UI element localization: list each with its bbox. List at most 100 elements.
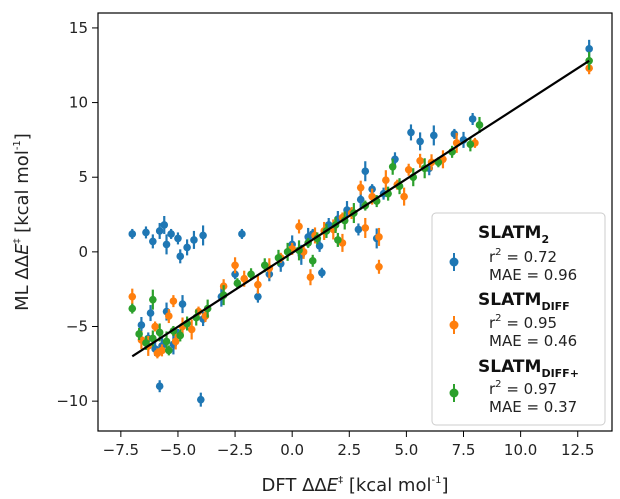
legend-box bbox=[431, 212, 606, 426]
legend-title-slatm-diff-plus: SLATMDIFF+ bbox=[478, 357, 579, 380]
data-point bbox=[466, 140, 475, 149]
legend-mae-slatm2: MAE = 0.96 bbox=[489, 266, 577, 284]
data-point bbox=[585, 45, 593, 53]
data-point bbox=[149, 334, 157, 343]
data-point bbox=[162, 240, 171, 249]
data-point bbox=[334, 236, 342, 244]
data-point bbox=[416, 137, 424, 146]
data-point bbox=[254, 292, 262, 301]
legend-entry-slatm-diff-plus: SLATMDIFF+ r2 = 0.97 MAE = 0.37 bbox=[449, 357, 579, 416]
data-point bbox=[128, 230, 137, 238]
data-point bbox=[240, 274, 249, 283]
data-point bbox=[183, 243, 191, 252]
data-point bbox=[356, 183, 365, 192]
data-point bbox=[231, 270, 239, 279]
data-point bbox=[187, 325, 196, 334]
x-axis-title: DFT ΔΔE‡ [kcal mol-1] bbox=[261, 475, 448, 496]
legend-title-slatm-diff: SLATMDIFF bbox=[478, 290, 570, 313]
data-point bbox=[233, 279, 242, 288]
data-point bbox=[149, 237, 157, 246]
data-point bbox=[254, 280, 262, 289]
legend-title-slatm2: SLATM2 bbox=[478, 223, 549, 246]
data-point bbox=[165, 346, 173, 355]
data-point bbox=[400, 192, 408, 201]
data-point bbox=[375, 262, 383, 271]
y-axis-title: ML ΔΔE‡ [kcal mol-1] bbox=[12, 133, 33, 311]
legend-mae-slatm-diff-plus: MAE = 0.37 bbox=[489, 398, 577, 416]
x-tick-label: 10.0 bbox=[504, 441, 537, 459]
y-tick-label: 0 bbox=[78, 243, 88, 261]
data-point bbox=[304, 233, 312, 241]
data-point bbox=[151, 322, 159, 331]
data-point bbox=[176, 331, 185, 340]
data-point bbox=[199, 231, 207, 240]
reference-line bbox=[131, 59, 590, 358]
y-axis: −10 −5 0 5 10 15 bbox=[56, 19, 98, 410]
x-tick-label: 7.5 bbox=[452, 441, 476, 459]
legend-entry-slatm-diff: SLATMDIFF r2 = 0.95 MAE = 0.46 bbox=[449, 290, 577, 350]
data-point bbox=[155, 328, 164, 337]
legend-marker bbox=[449, 388, 459, 398]
data-point bbox=[153, 349, 162, 358]
data-point bbox=[295, 222, 303, 231]
legend-marker bbox=[449, 257, 459, 267]
x-axis: −7.5 −5.0 −2.5 0.0 2.5 5.0 7.5 10.0 12.5 bbox=[103, 431, 594, 459]
legend-r2-slatm2: r2 = 0.72 bbox=[489, 247, 557, 266]
data-point bbox=[190, 236, 198, 244]
data-point bbox=[142, 339, 150, 347]
plot-frame bbox=[97, 12, 613, 432]
y-tick-label: 15 bbox=[69, 19, 88, 37]
data-point bbox=[155, 227, 164, 235]
data-point bbox=[197, 395, 205, 404]
data-point bbox=[128, 304, 137, 313]
data-point bbox=[475, 121, 484, 129]
data-point bbox=[318, 268, 326, 277]
data-point bbox=[160, 221, 169, 229]
data-point bbox=[404, 165, 413, 174]
legend-r2-slatm-diff-plus: r2 = 0.97 bbox=[489, 379, 557, 398]
x-tick-label: 12.5 bbox=[561, 441, 594, 459]
data-point bbox=[388, 162, 397, 171]
data-point bbox=[178, 300, 187, 308]
data-point bbox=[162, 337, 171, 346]
x-tick-label: −7.5 bbox=[103, 441, 139, 459]
y-tick-label: −5 bbox=[66, 318, 88, 336]
data-point bbox=[375, 233, 383, 241]
legend-mae-slatm-diff: MAE = 0.46 bbox=[489, 332, 577, 350]
data-point bbox=[407, 128, 415, 137]
data-point bbox=[361, 167, 370, 176]
y-tick-label: −10 bbox=[56, 392, 88, 410]
x-tick-label: 2.5 bbox=[337, 441, 361, 459]
x-tick-label: 5.0 bbox=[394, 441, 418, 459]
data-point bbox=[174, 234, 182, 243]
data-point bbox=[155, 382, 164, 391]
data-point bbox=[382, 176, 390, 184]
plot-area bbox=[128, 39, 593, 407]
data-point bbox=[165, 312, 173, 320]
data-point bbox=[356, 195, 365, 204]
data-point bbox=[354, 225, 363, 234]
data-point bbox=[308, 257, 317, 265]
y-tick-label: 5 bbox=[78, 168, 88, 186]
data-point bbox=[260, 261, 269, 270]
data-point bbox=[361, 224, 370, 232]
legend-marker bbox=[449, 320, 459, 330]
legend-entry-slatm2: SLATM2 r2 = 0.72 MAE = 0.96 bbox=[449, 223, 577, 284]
data-point bbox=[176, 252, 185, 261]
x-tick-label: −5.0 bbox=[160, 441, 196, 459]
data-point bbox=[306, 273, 315, 282]
data-point bbox=[167, 230, 175, 238]
data-point bbox=[137, 321, 146, 329]
data-point bbox=[128, 292, 137, 301]
data-point bbox=[169, 297, 178, 305]
data-point bbox=[231, 261, 239, 270]
legend: SLATM2 r2 = 0.72 MAE = 0.96 SLATMDIFF r2… bbox=[431, 212, 606, 426]
data-point bbox=[135, 330, 143, 338]
data-point bbox=[149, 295, 157, 304]
x-tick-label: −2.5 bbox=[217, 441, 253, 459]
legend-r2-slatm-diff: r2 = 0.95 bbox=[489, 313, 557, 332]
data-point bbox=[247, 270, 255, 279]
data-point bbox=[238, 230, 246, 238]
data-point bbox=[416, 156, 424, 165]
